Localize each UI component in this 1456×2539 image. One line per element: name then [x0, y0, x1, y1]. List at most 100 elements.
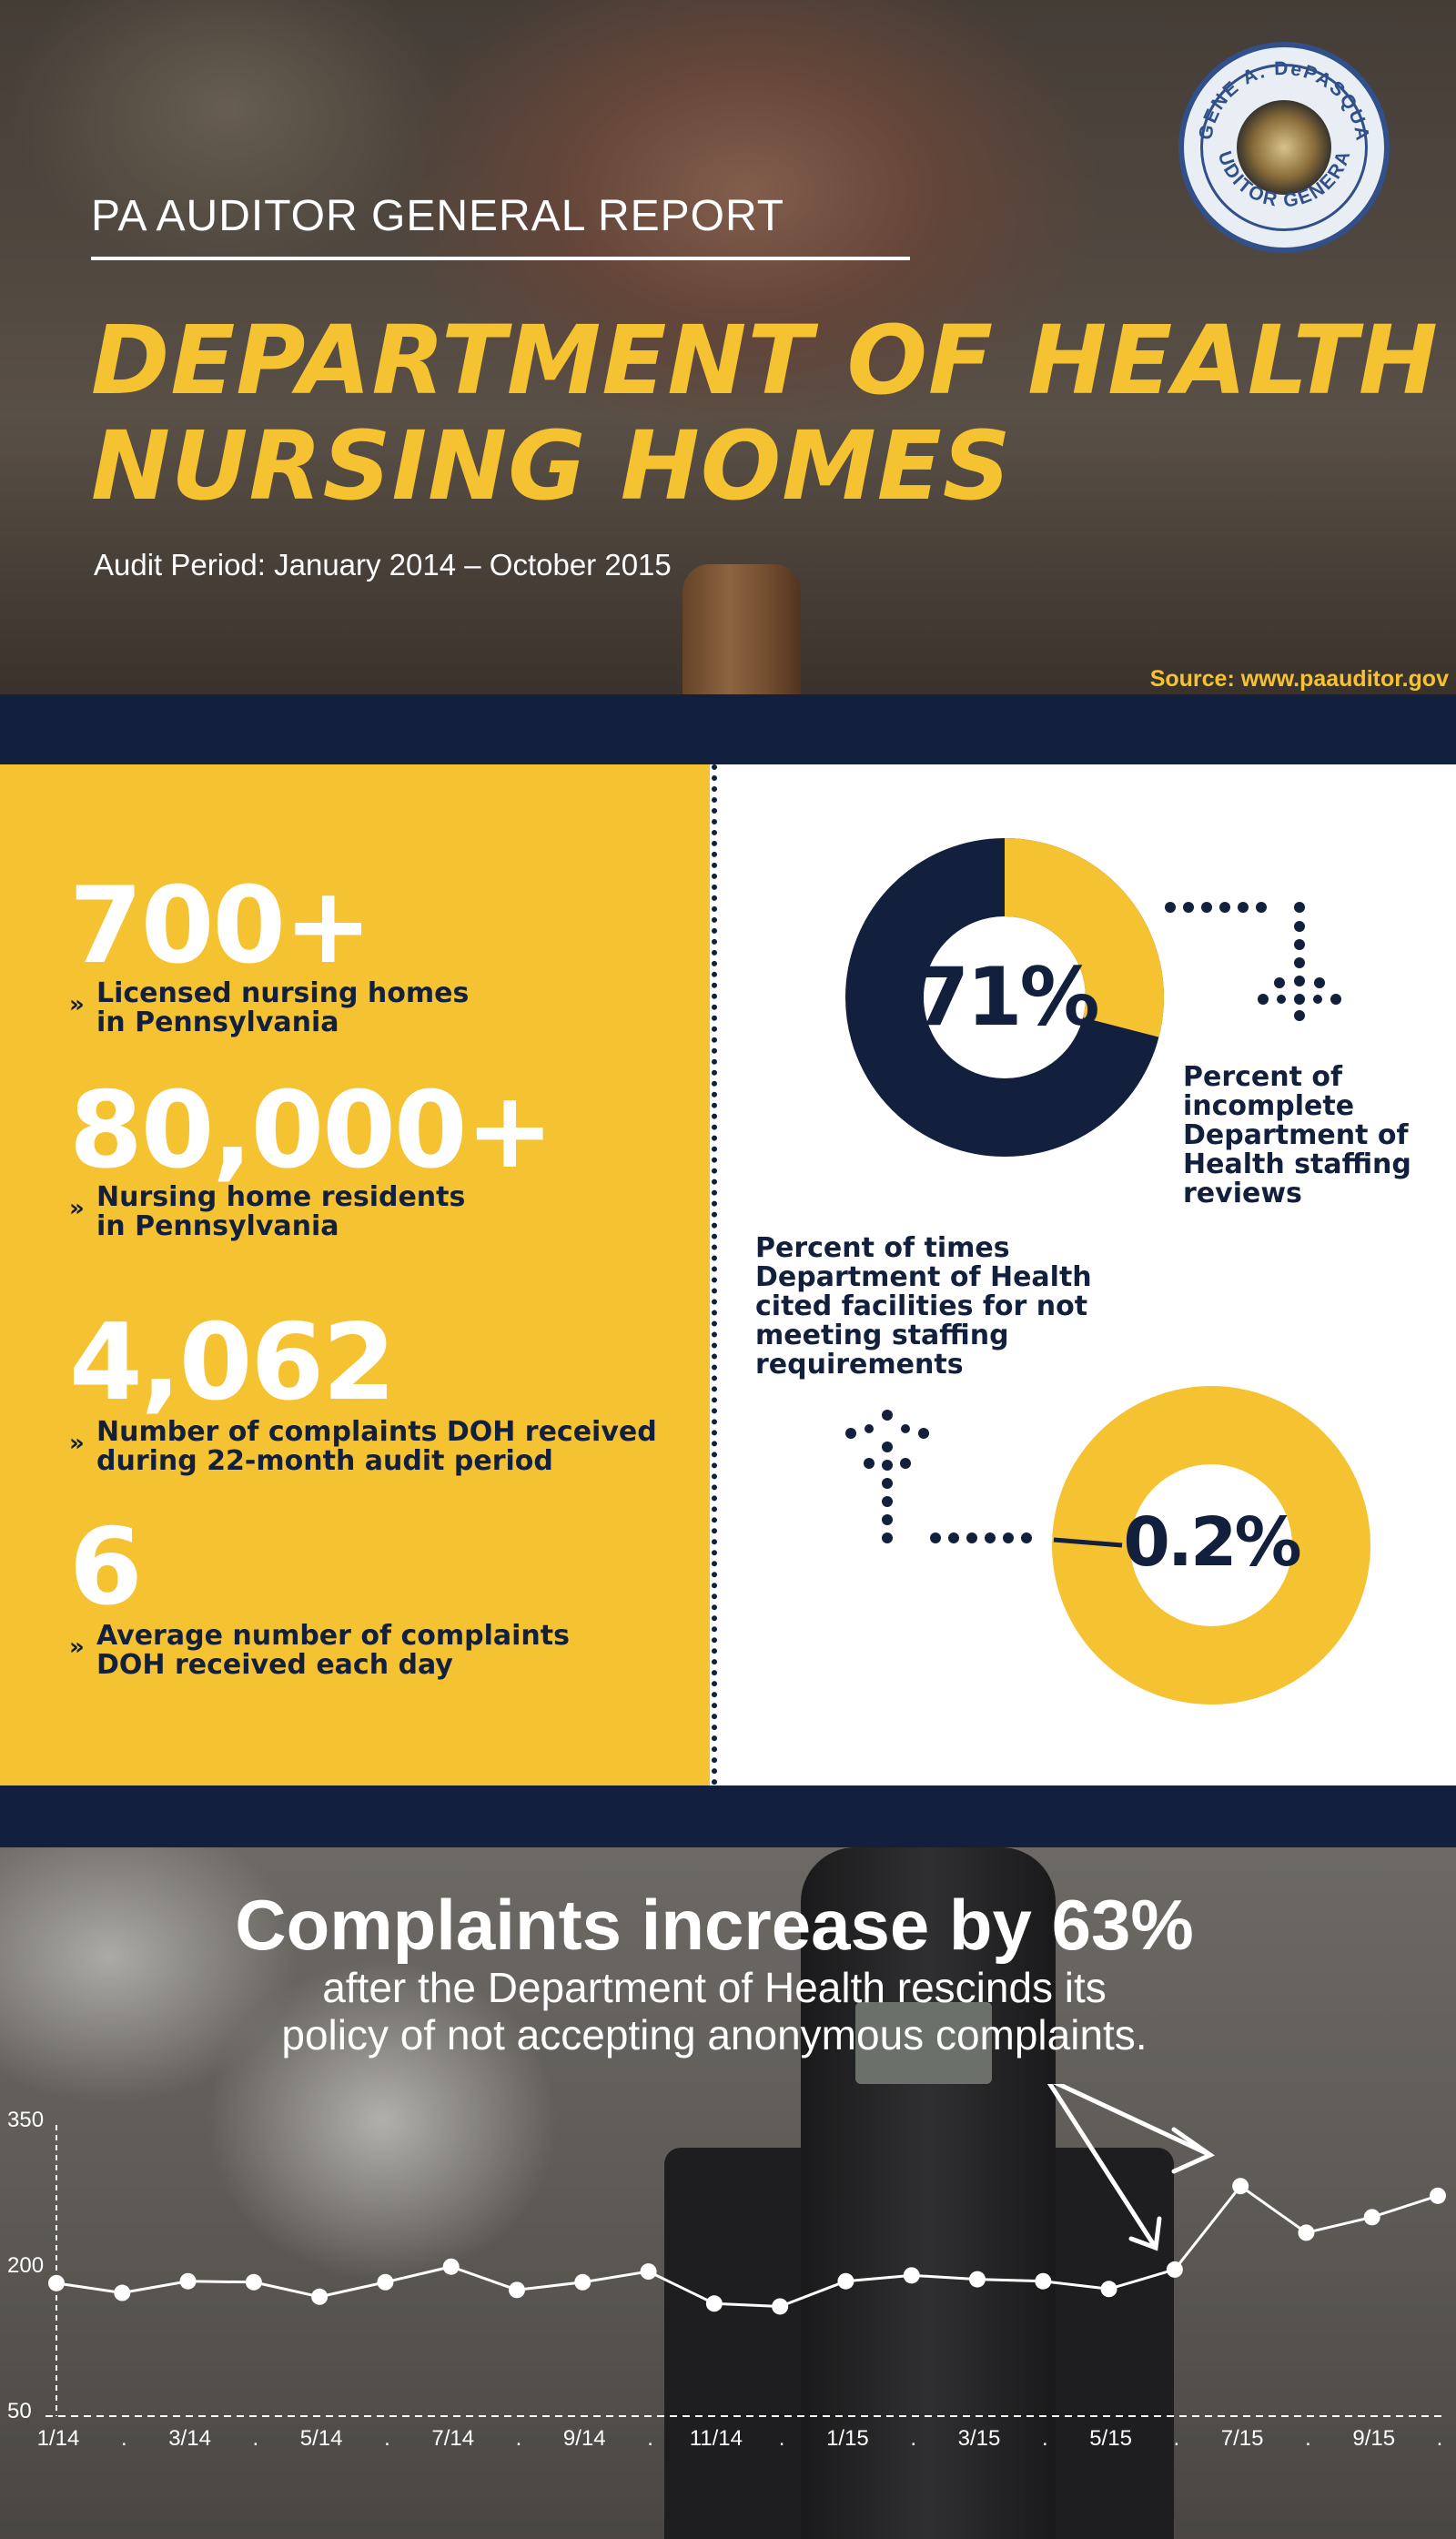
- data-point: [245, 2273, 262, 2291]
- x-tick-label: .: [384, 2426, 390, 2451]
- x-tick-label: 5/14: [300, 2426, 343, 2451]
- data-point: [1430, 2187, 1446, 2204]
- data-point: [705, 2295, 723, 2312]
- x-tick-label: 1/15: [826, 2426, 869, 2451]
- x-tick-label: .: [910, 2426, 916, 2451]
- x-tick-label: 5/15: [1089, 2426, 1132, 2451]
- data-point: [1166, 2261, 1183, 2278]
- x-tick-label: 3/15: [958, 2426, 1001, 2451]
- dotted-divider: [712, 764, 717, 1785]
- donut-1-label: Percent of incomplete Department of Heal…: [1183, 1061, 1411, 1209]
- donut-graphics: [845, 838, 1370, 1704]
- donut-panel: 71% Percent of incomplete Department of …: [717, 764, 1456, 1785]
- x-tick-label: .: [253, 2426, 259, 2451]
- stat-number-complaints: 4,062: [69, 1301, 396, 1424]
- data-point: [837, 2272, 854, 2290]
- data-point: [969, 2271, 986, 2288]
- x-tick-label: .: [1174, 2426, 1180, 2451]
- seal-emblem: [1237, 100, 1331, 195]
- x-tick-label: 9/15: [1352, 2426, 1395, 2451]
- annotation-arrows-icon: [1046, 2084, 1216, 2251]
- x-tick-label: 11/14: [690, 2426, 743, 2451]
- x-tick-label: .: [779, 2426, 785, 2451]
- stat-desc-residents: » Nursing home residents in Pennsylvania: [69, 1181, 466, 1242]
- bullet-icon: »: [69, 1430, 85, 1457]
- bullet-icon: »: [69, 1634, 85, 1661]
- donut-1-value: 71%: [914, 950, 1100, 1044]
- series-points: [48, 2178, 1446, 2315]
- donut-2-label: Percent of times Department of Health ci…: [755, 1232, 1092, 1381]
- data-point: [311, 2288, 329, 2305]
- report-label: PA AUDITOR GENERAL REPORT: [91, 192, 785, 240]
- page-title: DEPARTMENT OF HEALTH NURSING HOMES: [91, 308, 1439, 519]
- phone-handset-image: [801, 1847, 1056, 2539]
- donut-2-track: [1052, 1386, 1370, 1704]
- audit-period: Audit Period: January 2014 – October 201…: [94, 548, 672, 582]
- chart-headline: Complaints increase by 63%: [235, 1885, 1194, 1965]
- bullet-icon: »: [69, 991, 85, 1018]
- stat-desc-daily: » Average number of complaints DOH recei…: [69, 1620, 570, 1681]
- x-tick-label: .: [1437, 2426, 1443, 2451]
- data-point: [114, 2284, 131, 2301]
- x-tick-labels: 1/14. 3/14. 5/14. 7/14. 9/14. 11/14. 1/15. 3/15…: [37, 2426, 1443, 2451]
- x-tick-label: 3/14: [168, 2426, 211, 2451]
- x-tick-label: .: [516, 2426, 522, 2451]
- seal-ring: [1200, 64, 1368, 231]
- stat-number-homes: 700+: [69, 865, 372, 987]
- x-tick-label: .: [1042, 2426, 1048, 2451]
- data-point: [179, 2272, 197, 2290]
- data-point: [48, 2274, 65, 2291]
- x-tick-label: 9/14: [563, 2426, 606, 2451]
- seal-lettering: EUGENE A. DePASQUALE AUDITOR GENERAL: [1184, 47, 1373, 211]
- stat-number-daily: 6: [69, 1506, 143, 1629]
- x-tick-label: 7/14: [431, 2426, 474, 2451]
- y-tick-label: 350: [7, 2108, 44, 2132]
- data-point: [509, 2281, 525, 2299]
- chart-subheadline: after the Department of Health rescinds …: [281, 1964, 1148, 2059]
- stat-number-residents: 80,000+: [69, 1069, 554, 1192]
- report-label-underline: [91, 257, 910, 260]
- complaints-line-chart: 350 200 50 1/14. 3/14. 5/14. 7/14. 9/14. 11/14.…: [7, 2084, 1447, 2451]
- dotted-arrow-down-icon: [1165, 902, 1341, 1021]
- bullet-icon: »: [69, 1195, 85, 1222]
- x-tick-label: .: [121, 2426, 127, 2451]
- dotted-arrow-up-icon: [845, 1410, 1032, 1543]
- data-point: [1035, 2272, 1052, 2290]
- y-tick-label: 50: [7, 2399, 32, 2423]
- svg-text:EUGENE A. DePASQUALE: EUGENE A. DePASQUALE: [1184, 47, 1373, 144]
- data-point: [1298, 2224, 1315, 2241]
- data-point: [574, 2273, 592, 2291]
- series-line: [56, 2184, 1439, 2308]
- stat-desc-homes: » Licensed nursing homes in Pennsylvania: [69, 977, 470, 1038]
- y-tick-label: 200: [7, 2253, 44, 2278]
- x-tick-label: 7/15: [1221, 2426, 1264, 2451]
- data-point: [903, 2267, 920, 2284]
- navy-band-top: [0, 694, 1456, 764]
- stat-desc-complaints: » Number of complaints DOH received duri…: [69, 1416, 657, 1477]
- phone-screen: [855, 2002, 992, 2084]
- data-point: [442, 2258, 460, 2275]
- x-tick-label: 1/14: [37, 2426, 80, 2451]
- data-point: [1100, 2281, 1117, 2298]
- auditor-general-seal: EUGENE A. DePASQUALE AUDITOR GENERAL: [1178, 42, 1390, 253]
- data-point: [640, 2263, 657, 2281]
- data-point: [772, 2298, 789, 2315]
- title-line-1: DEPARTMENT OF HEALTH: [91, 305, 1439, 416]
- donut-1-remainder-arc: [845, 838, 1164, 1157]
- x-tick-label: .: [1305, 2426, 1311, 2451]
- title-line-2: NURSING HOMES: [91, 410, 1012, 521]
- x-tick-label: .: [647, 2426, 653, 2451]
- data-point: [1363, 2209, 1380, 2226]
- source-link[interactable]: Source: www.paauditor.gov: [1149, 666, 1449, 692]
- data-point: [377, 2273, 394, 2291]
- stats-panel: 700+ » Licensed nursing homes in Pennsyl…: [0, 764, 710, 1785]
- header-banner: EUGENE A. DePASQUALE AUDITOR GENERAL PA …: [0, 0, 1456, 694]
- y-tick-labels: 350 200 50: [7, 2108, 44, 2423]
- navy-band-bottom: [0, 1785, 1456, 1847]
- cane-image: [682, 564, 801, 694]
- bottom-shade: [0, 1847, 1456, 2539]
- donut-2-value: 0.2%: [1123, 1503, 1301, 1582]
- data-point: [1232, 2178, 1249, 2195]
- donut-2-sliver: [1053, 1537, 1123, 1548]
- bottom-photo-panel: [0, 1847, 1456, 2539]
